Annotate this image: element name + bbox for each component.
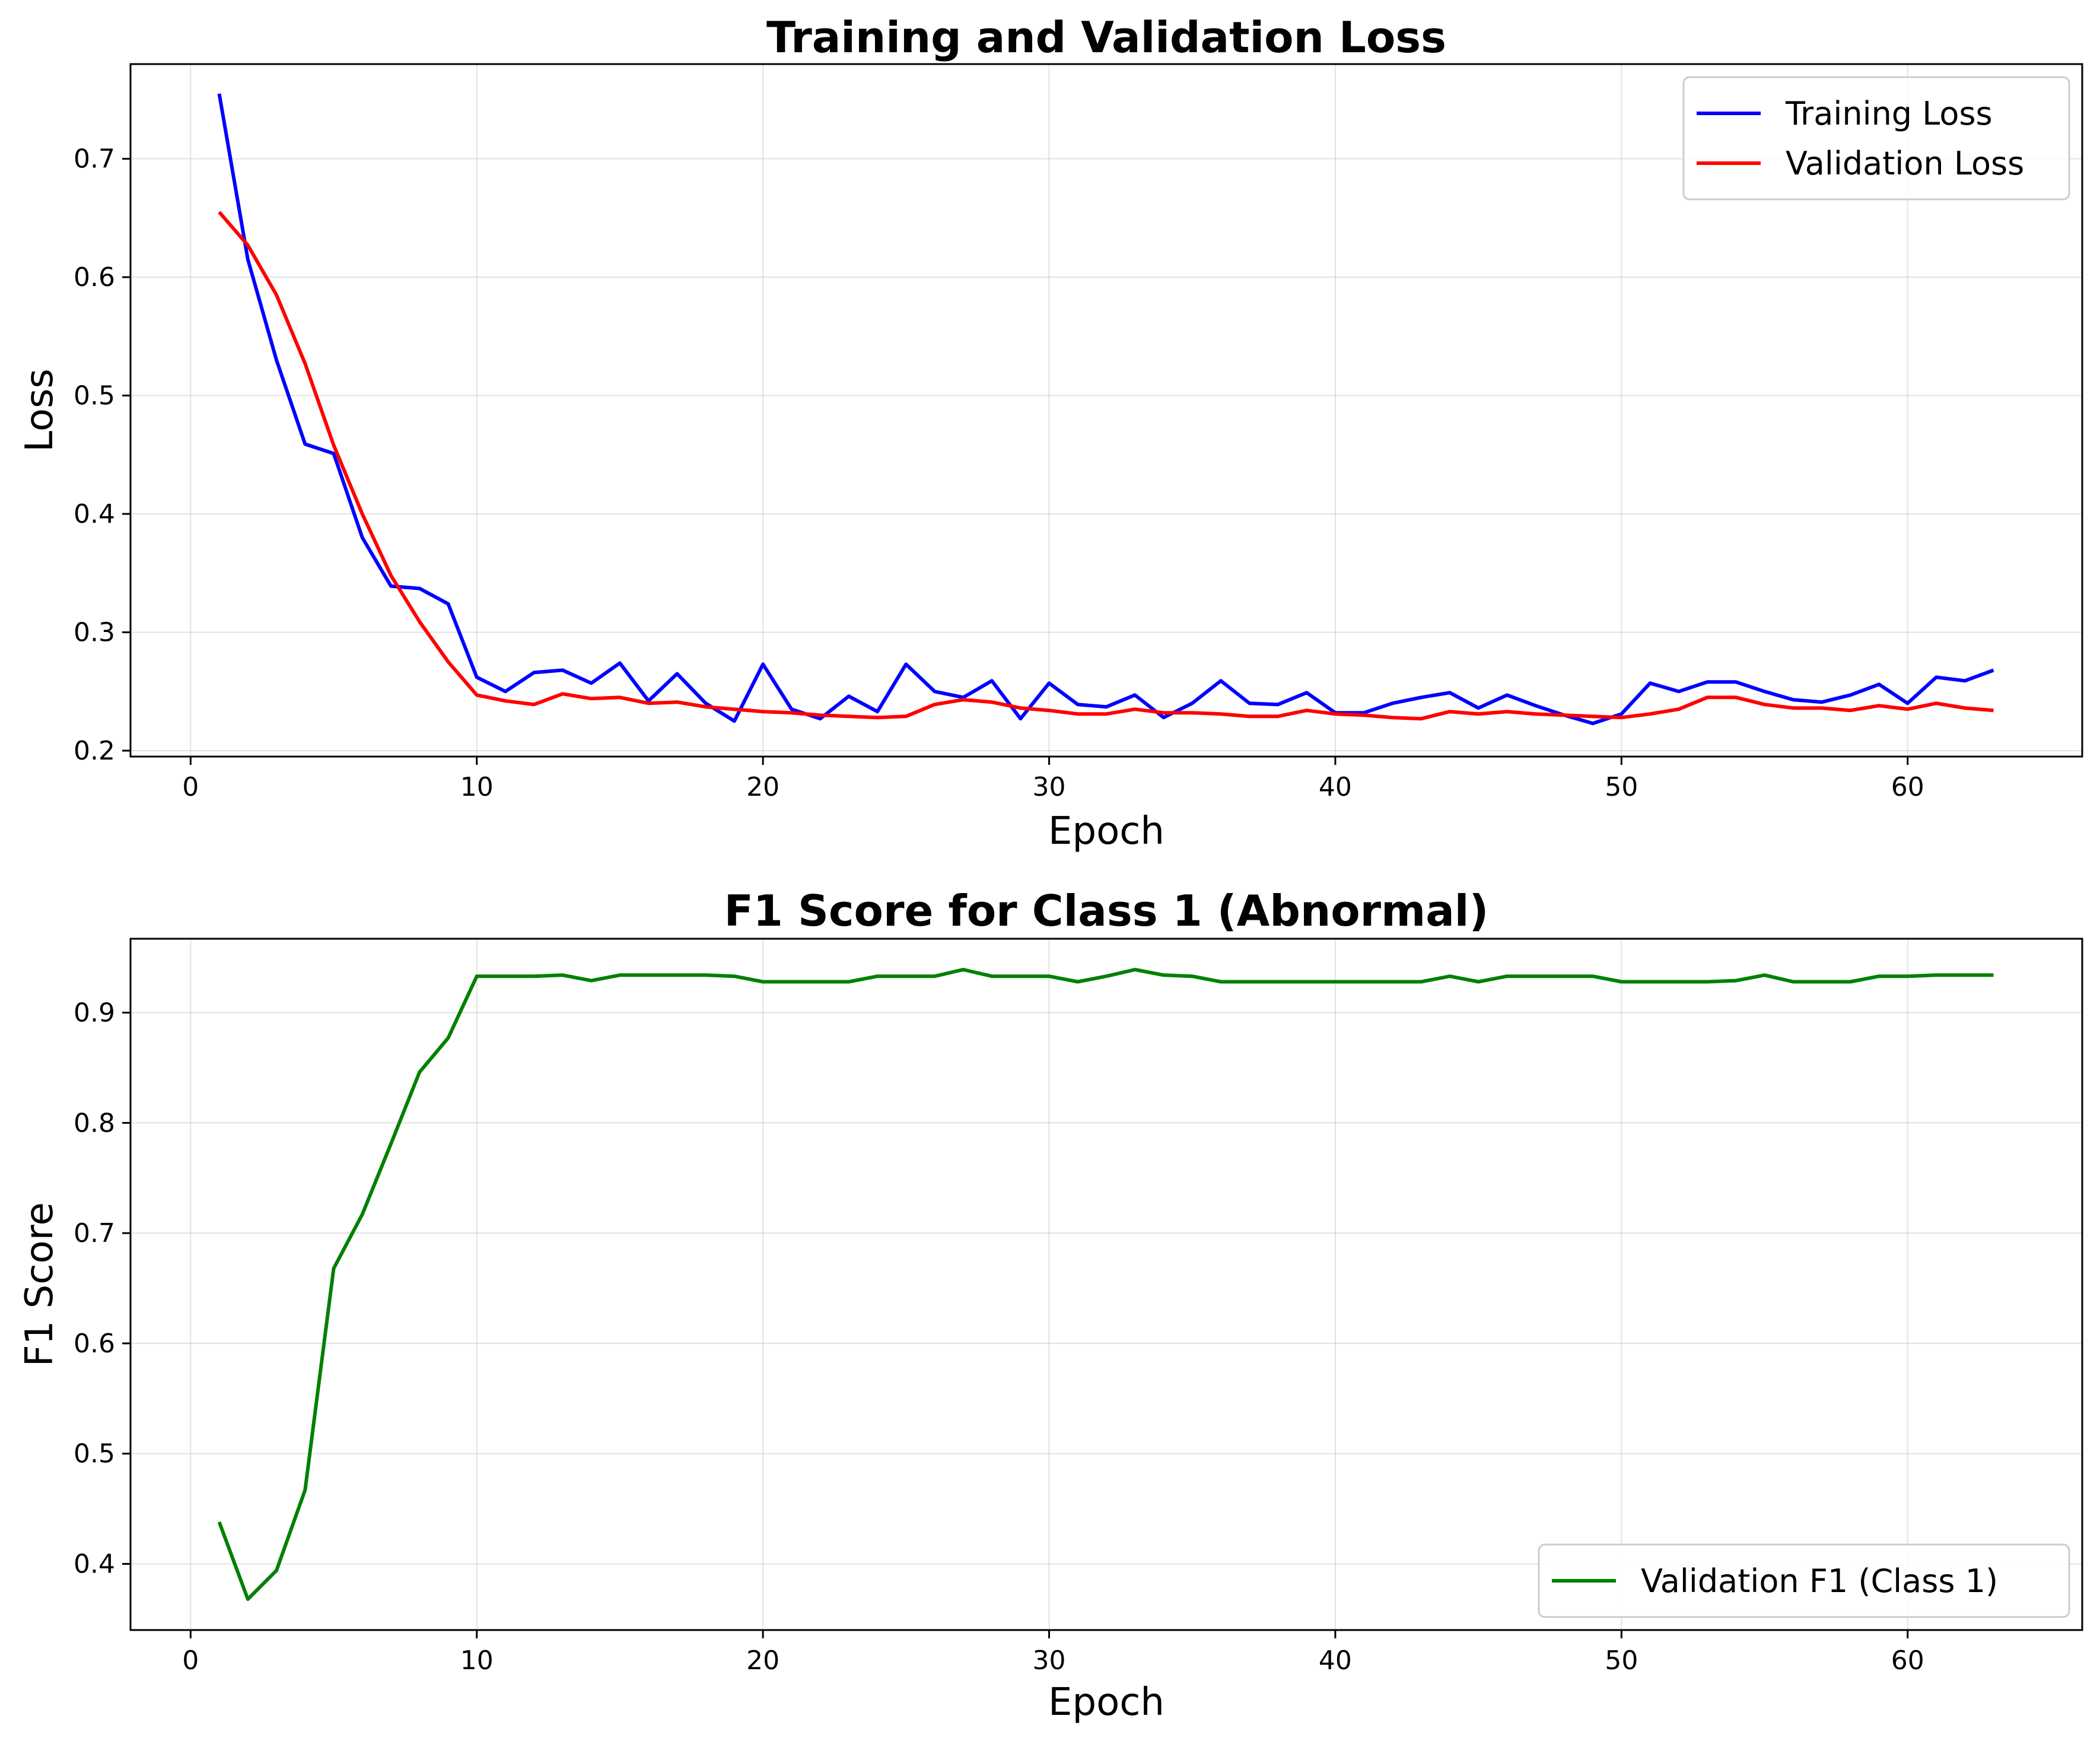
- chart-title: Training and Validation Loss: [766, 12, 1446, 62]
- y-tick-label: 0.9: [74, 997, 115, 1028]
- x-tick-label: 60: [1891, 772, 1924, 802]
- x-tick-label: 60: [1891, 1645, 1924, 1676]
- y-tick-label: 0.6: [74, 262, 115, 293]
- x-tick-label: 20: [746, 772, 779, 802]
- plot-frame: [129, 63, 2083, 758]
- x-tick-label: 50: [1605, 1645, 1638, 1676]
- y-tick-label: 0.4: [74, 1549, 115, 1580]
- legend-label: Validation Loss: [1786, 145, 2024, 182]
- chart-panel-1: 0 10 20 30 40 50 60 0.2 0.3 0.4 0.5 0.6 0.7 Training …: [18, 12, 2083, 853]
- x-tick-label: 10: [460, 772, 494, 802]
- x-axis-label: Epoch: [1048, 1680, 1164, 1724]
- legend-box: [1538, 1543, 2070, 1618]
- y-tick-label: 0.8: [74, 1108, 115, 1138]
- plot-frame: [129, 938, 2083, 1631]
- y-tick-label: 0.5: [74, 381, 115, 411]
- legend-label: Validation F1 (Class 1): [1641, 1562, 1998, 1600]
- x-tick-label: 30: [1033, 772, 1066, 802]
- y-tick-label: 0.6: [74, 1329, 115, 1359]
- y-tick-label: 0.5: [74, 1439, 115, 1469]
- x-axis-label: Epoch: [1048, 809, 1164, 853]
- y-tick-label: 0.2: [74, 736, 115, 766]
- y-tick-label: 0.3: [74, 618, 115, 648]
- legend: Validation F1 (Class 1): [1538, 1543, 2070, 1618]
- y-tick-label: 0.7: [74, 144, 115, 174]
- y-tick-label: 0.7: [74, 1218, 115, 1248]
- x-tick-label: 0: [182, 1645, 199, 1676]
- y-axis-label: Loss: [18, 368, 62, 452]
- legend-label: Training Loss: [1785, 95, 1993, 132]
- x-tick-label: 40: [1319, 772, 1352, 802]
- series-line-training-loss: [217, 93, 1994, 726]
- chart-panel-2: 0 10 20 30 40 50 60 0.4 0.5 0.6 0.7 0.8 0.9 F1 Score …: [18, 886, 2083, 1724]
- x-tick-label: 0: [182, 772, 199, 802]
- x-tick-label: 20: [746, 1645, 779, 1676]
- x-tick-label: 10: [460, 1645, 494, 1676]
- x-tick-label: 30: [1033, 1645, 1066, 1676]
- y-tick-label: 0.4: [74, 499, 115, 529]
- legend-box: [1682, 76, 2070, 201]
- series-line-validation-f1-class-1: [217, 968, 1994, 1601]
- x-tick-label: 40: [1319, 1645, 1352, 1676]
- x-tick-label: 50: [1605, 772, 1638, 802]
- series-line-validation-loss: [218, 211, 1994, 721]
- y-axis-label: F1 Score: [18, 1202, 62, 1367]
- legend: Training Loss Validation Loss: [1682, 76, 2070, 201]
- chart-title: F1 Score for Class 1 (Abnormal): [724, 886, 1489, 936]
